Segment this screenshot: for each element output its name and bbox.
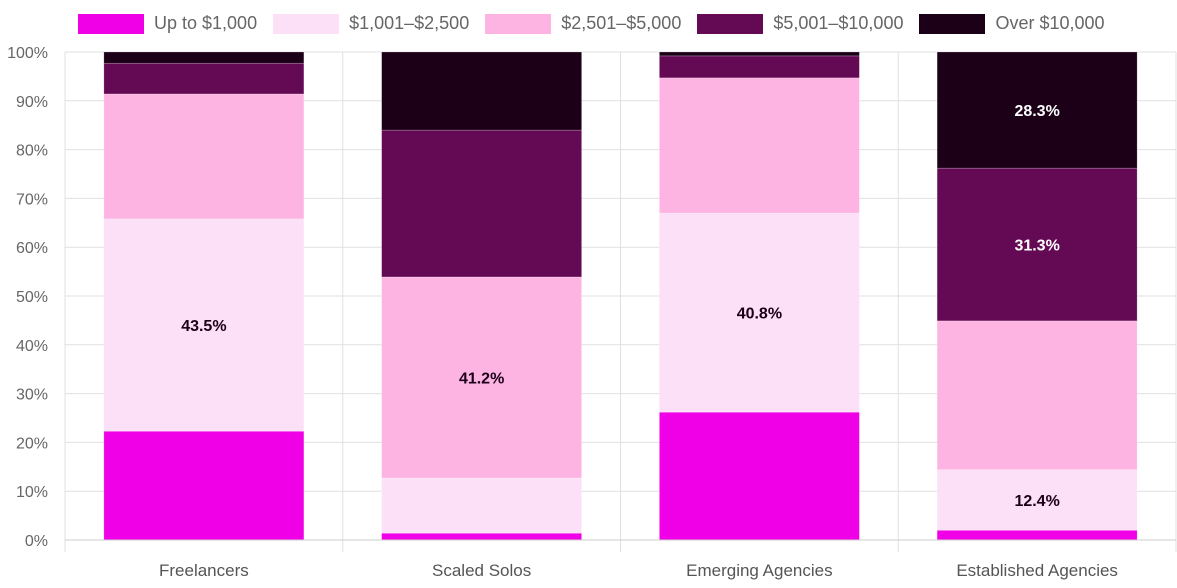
bar-segment (659, 77, 860, 214)
legend-swatch (273, 13, 340, 34)
bar-segment (103, 51, 305, 64)
legend-swatch (697, 13, 764, 34)
data-label: 40.8% (737, 306, 782, 323)
data-label: 43.5% (181, 318, 226, 335)
legend-swatch (919, 13, 986, 34)
data-label: 31.3% (1014, 238, 1059, 255)
bar-segment (381, 477, 582, 534)
bar-segment (381, 51, 582, 131)
y-tick-label: 0% (25, 533, 48, 550)
legend-label: Up to $1,000 (154, 13, 258, 33)
bar-segment (103, 430, 305, 541)
data-label: 12.4% (1014, 493, 1059, 510)
legend: Up to $1,000 $1,001–$2,500 $2,501–$5,000 $5… (78, 13, 1121, 34)
x-tick-label: Freelancers (159, 561, 249, 580)
legend-label: $5,001–$10,000 (773, 13, 904, 33)
y-tick-label: 10% (16, 484, 48, 501)
legend-item[interactable]: $5,001–$10,000 (697, 13, 903, 34)
bar-segment (936, 469, 1138, 531)
y-tick-label: 60% (16, 240, 48, 257)
x-tick-label: Emerging Agencies (686, 561, 832, 580)
legend-item[interactable]: $2,501–$5,000 (485, 13, 681, 34)
y-tick-label: 30% (16, 387, 48, 404)
x-tick-label: Scaled Solos (432, 561, 531, 580)
data-label: 41.2% (459, 370, 504, 387)
bar-segment (936, 529, 1138, 541)
legend-item[interactable]: Up to $1,000 (78, 13, 257, 34)
legend-label: $2,501–$5,000 (561, 13, 682, 33)
bar-segment (936, 167, 1138, 322)
y-tick-label: 50% (16, 289, 48, 306)
data-label: 28.3% (1014, 103, 1059, 120)
bar-segment (103, 62, 305, 95)
bar-segment (381, 276, 582, 479)
bar-segment (659, 212, 860, 413)
y-tick-label: 90% (16, 94, 48, 111)
y-tick-label: 40% (16, 338, 48, 355)
legend-swatch (78, 13, 144, 34)
bar-segment (659, 411, 860, 541)
bar-segment (381, 532, 582, 541)
legend-label: $1,001–$2,500 (349, 13, 470, 33)
y-tick-label: 20% (16, 435, 48, 452)
bar-segment (936, 320, 1138, 471)
legend-label: Over $10,000 (995, 13, 1105, 33)
legend-item[interactable]: $1,001–$2,500 (273, 13, 469, 34)
y-tick-label: 80% (16, 143, 48, 160)
bar-segment (103, 218, 305, 432)
bar-segment (659, 51, 860, 57)
x-tick-label: Established Agencies (956, 561, 1118, 580)
legend-item[interactable]: Over $10,000 (919, 13, 1105, 34)
bar-segment (659, 55, 860, 79)
bar-segment (936, 51, 1138, 169)
bar-segment (103, 93, 305, 220)
y-tick-label: 70% (16, 191, 48, 208)
y-tick-label: 100% (7, 45, 48, 62)
bar-segment (381, 129, 582, 278)
legend-swatch (485, 13, 552, 34)
